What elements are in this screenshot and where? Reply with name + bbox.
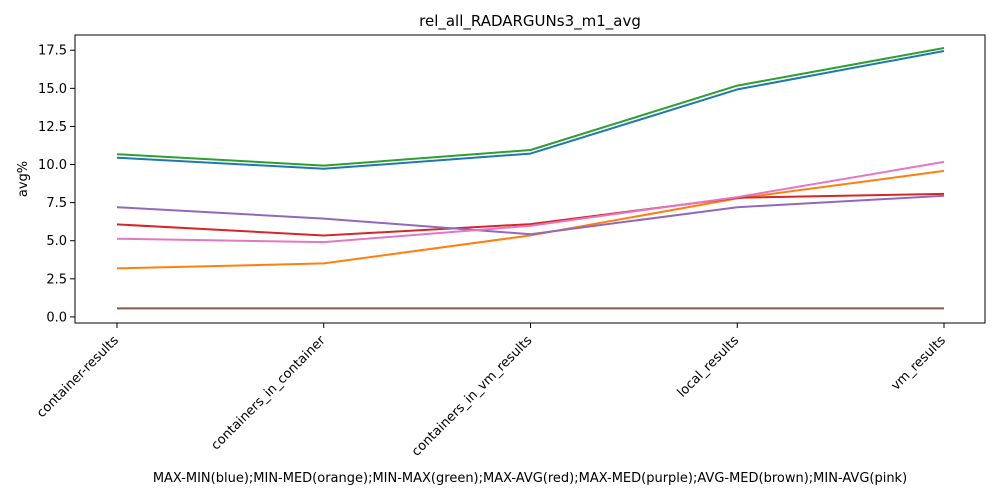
series-line-4 [116,194,945,236]
chart-title: rel_all_RADARGUNs3_m1_avg [419,12,641,31]
y-tick-label: 2.5 [46,272,67,287]
y-tick-label: 17.5 [38,44,67,59]
y-tick-label: 10.0 [38,158,67,173]
y-axis-ticks: 0.0 2.5 5.0 7.5 10.0 12.5 15.0 17.5 [38,44,75,325]
series-line-3 [116,192,945,237]
y-tick-label: 12.5 [38,120,67,135]
y-tick-label: 15.0 [38,82,67,97]
x-axis-title: MAX-MIN(blue);MIN-MED(orange);MIN-MAX(gr… [153,471,907,486]
series-line-1 [116,169,945,270]
x-tick-label: vm_results [888,333,949,394]
x-tick-label: local_results [675,333,743,401]
y-axis-title: avg% [16,161,31,197]
x-tick-label: containers_in_vm_results [409,333,535,459]
series-layer [116,47,945,310]
x-tick-label: container-results [34,333,122,421]
series-line-0 [116,50,945,170]
y-tick-label: 5.0 [46,234,67,249]
x-tick-label: containers_in_container [208,333,329,454]
series-line-6 [116,160,945,244]
x-axis-ticks: container-results containers_in_container… [34,323,949,460]
y-tick-label: 7.5 [46,196,67,211]
series-line-2 [116,47,945,167]
y-tick-label: 0.0 [46,310,67,325]
